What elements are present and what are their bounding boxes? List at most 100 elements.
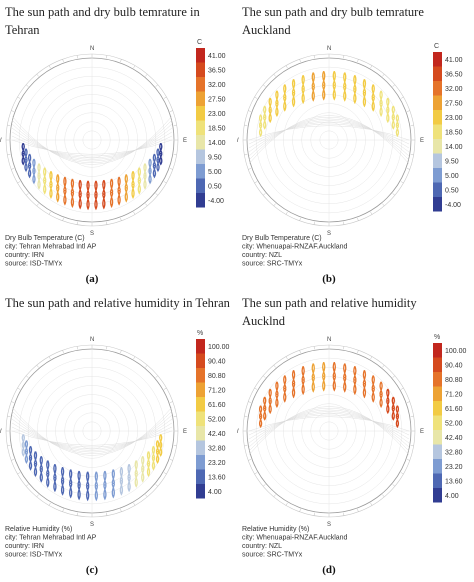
azimuth-tick: [357, 350, 359, 354]
legend-swatches: [433, 343, 442, 503]
azimuth-tick: [62, 508, 64, 512]
azimuth-tick: [285, 502, 288, 506]
azimuth-tick: [248, 110, 252, 112]
day-path: [11, 414, 173, 453]
legend-tick-label: 23.00: [208, 111, 226, 118]
azimuth-tick: [120, 59, 122, 63]
azimuth-tick: [106, 221, 108, 225]
day-path: [11, 418, 173, 451]
azimuth-tick: [357, 59, 359, 63]
day-path: [11, 422, 173, 449]
day-path: [11, 430, 173, 446]
azimuth-tick: [299, 350, 301, 354]
hour-loop: [77, 470, 81, 501]
compass-labels: N E S W: [0, 337, 187, 528]
meta-country: country: IRN: [5, 252, 44, 259]
legend-swatch: [433, 444, 442, 459]
legend-tick-label: 71.20: [445, 391, 463, 398]
chart-title-line1: The sun path and relative humidity: [242, 296, 417, 310]
azimuth-tick: [25, 84, 29, 87]
azimuth-tick: [313, 346, 315, 350]
azimuth-tick: [299, 217, 301, 221]
hour-loop: [155, 440, 160, 464]
legend-tick-label: 4.00: [208, 489, 222, 496]
azimuth-tick: [17, 472, 21, 475]
azimuth-tick: [254, 472, 258, 475]
legend-swatch: [196, 106, 205, 121]
sunpath-grid: [5, 53, 179, 227]
hour-loop: [263, 396, 267, 421]
azimuth-tick: [400, 181, 404, 184]
hour-loop: [119, 466, 124, 496]
day-path: [248, 408, 410, 452]
azimuth-tick: [163, 181, 167, 184]
azimuth-tick: [155, 484, 159, 487]
hour-loop: [94, 471, 98, 502]
azimuth-tick: [406, 110, 410, 112]
azimuth-tick: [106, 55, 108, 59]
legend-tick-label: 32.00: [445, 86, 463, 93]
hour-loop: [156, 148, 160, 173]
azimuth-tick: [400, 472, 404, 475]
hour-loop: [353, 75, 357, 105]
hour-loop: [111, 469, 115, 499]
legend-tick-label: 42.40: [445, 435, 463, 442]
legend-tick-label: 36.50: [208, 67, 226, 74]
azimuth-tick: [244, 124, 248, 126]
azimuth-tick: [17, 181, 21, 184]
azimuth-tick: [36, 73, 39, 77]
azimuth-tick: [169, 168, 173, 170]
legend-swatch: [433, 459, 442, 474]
chart-title: The sun path and dry bulb temrature in Te…: [5, 5, 200, 37]
azimuth-tick: [357, 217, 359, 221]
hour-loop: [143, 163, 147, 190]
legend-swatch: [196, 353, 205, 368]
azimuth-tick: [370, 356, 373, 360]
azimuth-tick: [76, 55, 78, 59]
legend-tick-label: 61.60: [445, 406, 463, 413]
legend-swatch: [433, 415, 442, 430]
compass-labels: N E S W: [237, 337, 424, 528]
hour-loop: [386, 388, 390, 415]
hour-loop: [311, 72, 315, 102]
hour-loop: [362, 79, 367, 108]
legend-swatch: [433, 386, 442, 401]
azimuth-tick: [155, 84, 159, 87]
legend-swatch: [196, 77, 205, 92]
legend-tick-label: 14.00: [208, 140, 226, 147]
azimuth-tick: [248, 459, 252, 461]
hour-loop: [332, 70, 336, 101]
compass-east: E: [420, 429, 424, 435]
azimuth-tick: [273, 203, 276, 207]
legend-swatch: [433, 372, 442, 387]
azimuth-tick: [11, 110, 15, 112]
azimuth-tick: [313, 221, 315, 225]
azimuth-tick: [145, 73, 148, 77]
chart-panel-d: The sun path and relative humidity Auckln…: [237, 291, 474, 582]
hour-loop: [343, 363, 347, 393]
legend-swatch: [433, 401, 442, 416]
hour-loop: [60, 466, 65, 496]
legend-swatch: [196, 120, 205, 135]
azimuth-tick: [406, 168, 410, 170]
hour-loop: [301, 75, 305, 105]
azimuth-tick: [285, 211, 288, 215]
day-path: [11, 119, 173, 163]
hour-loop: [301, 366, 305, 396]
legend-tick-label: 42.40: [208, 431, 226, 438]
meta-country: country: NZL: [242, 252, 282, 259]
legend-swatch: [433, 168, 442, 183]
azimuth-tick: [262, 84, 266, 87]
hour-loop: [46, 460, 50, 488]
legend-tick-label: 52.00: [445, 420, 463, 427]
compass-south: S: [327, 231, 331, 237]
legend-swatch: [196, 440, 205, 455]
compass-south: S: [90, 231, 94, 237]
azimuth-tick: [7, 124, 11, 126]
hour-loop: [86, 180, 90, 211]
legend-swatch: [196, 426, 205, 441]
azimuth-tick: [370, 65, 373, 69]
azimuth-tick: [62, 217, 64, 221]
legend-tick-label: 27.50: [208, 96, 226, 103]
chart-title-line2: Tehran: [5, 23, 40, 37]
